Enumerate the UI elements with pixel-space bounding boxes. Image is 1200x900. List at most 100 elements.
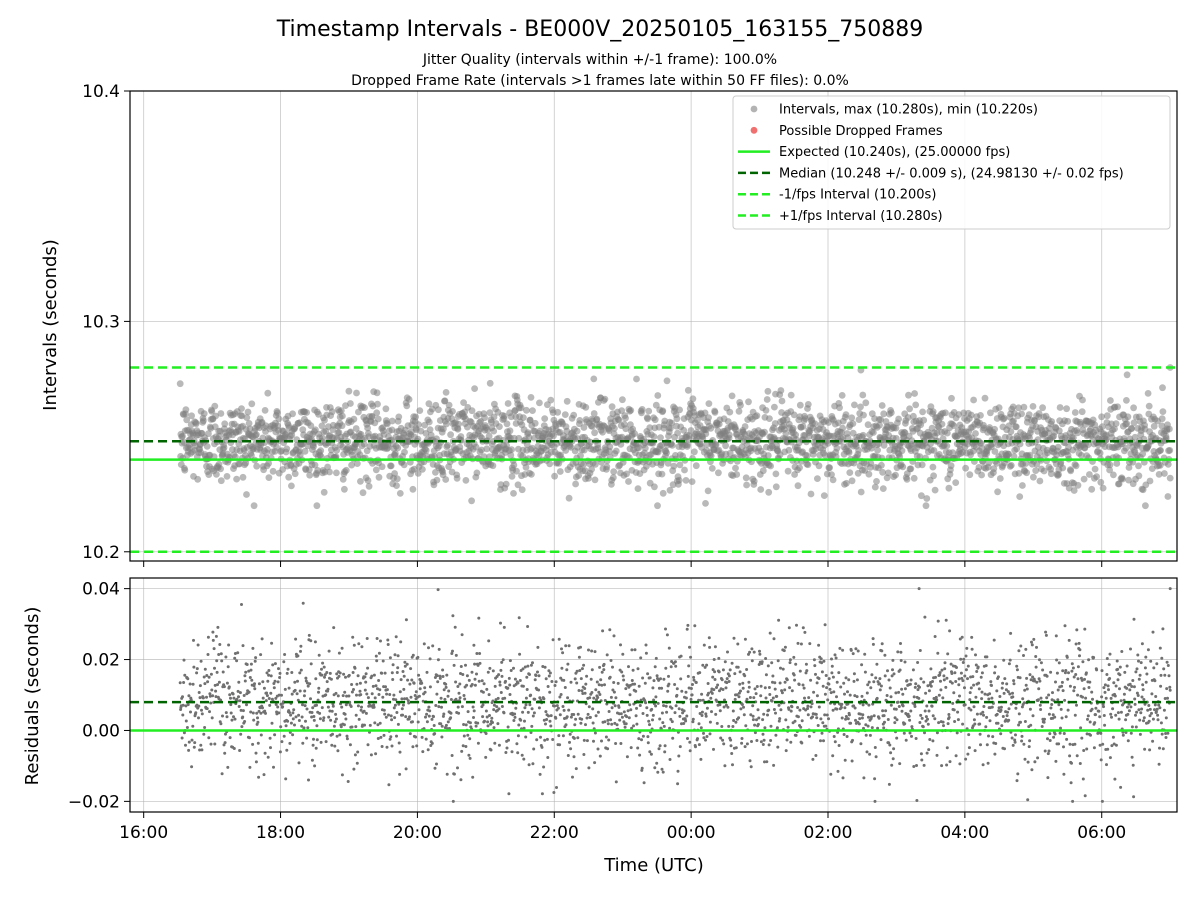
residuals-point (1023, 720, 1027, 723)
residuals-point (763, 686, 767, 690)
intervals-point (712, 441, 720, 448)
residuals-point (1026, 760, 1030, 764)
residuals-point (713, 678, 717, 681)
residuals-point (317, 653, 321, 657)
intervals-point (522, 464, 530, 471)
residuals-point (905, 679, 909, 683)
residuals-point (320, 667, 323, 671)
residuals-point (999, 732, 1003, 736)
residuals-point (524, 735, 528, 739)
intervals-point (444, 441, 451, 449)
residuals-point (566, 662, 570, 666)
residuals-point (194, 711, 198, 715)
residuals-point (567, 644, 571, 648)
residuals-point (985, 715, 989, 719)
residuals-point (381, 695, 385, 699)
residuals-point (209, 672, 213, 676)
residuals-point (835, 680, 839, 684)
intervals-point (1091, 465, 1099, 473)
intervals-point (1012, 423, 1020, 431)
intervals-point (205, 430, 212, 438)
residuals-point (251, 646, 255, 650)
residuals-point (318, 711, 322, 715)
residuals-point (524, 696, 528, 700)
residuals-point (873, 746, 877, 749)
intervals-point (732, 464, 739, 472)
intervals-point (183, 416, 191, 424)
residuals-point (622, 710, 626, 714)
residuals-point (1070, 761, 1073, 765)
residuals-point (200, 712, 204, 716)
residuals-point (700, 692, 704, 696)
residuals-point (315, 724, 319, 728)
residuals-point (727, 724, 731, 728)
residuals-point (248, 765, 252, 769)
residuals-point (563, 686, 567, 689)
residuals-point (418, 687, 422, 691)
intervals-point (762, 407, 770, 414)
residuals-point (862, 776, 866, 780)
residuals-point (1016, 772, 1020, 776)
intervals-point (952, 479, 960, 486)
residuals-point (954, 680, 958, 683)
residuals-point (1030, 643, 1034, 647)
residuals-point (252, 718, 256, 722)
residuals-point (633, 648, 637, 652)
residuals-point (843, 692, 846, 696)
residuals-point (667, 674, 670, 678)
residuals-point (777, 703, 781, 707)
residuals-point (980, 690, 984, 694)
residuals-point (658, 717, 662, 721)
residuals-point (523, 665, 527, 669)
residuals-point (449, 716, 453, 720)
residuals-point (1005, 682, 1009, 686)
residuals-point (396, 654, 400, 658)
residuals-point (500, 674, 504, 678)
intervals-point (676, 461, 684, 469)
residuals-point (587, 648, 590, 652)
residuals-point (978, 722, 982, 726)
residuals-point (446, 694, 450, 698)
intervals-point (708, 465, 716, 472)
residuals-point (249, 668, 253, 672)
residuals-point (1057, 703, 1061, 707)
residuals-point (491, 699, 495, 703)
residuals-point (496, 722, 500, 726)
residuals-point (212, 647, 216, 651)
residuals-point (799, 725, 803, 729)
residuals-point (1047, 712, 1051, 716)
residuals-point (318, 717, 322, 721)
intervals-point (995, 404, 1003, 411)
intervals-point (588, 466, 595, 473)
residuals-point (428, 685, 432, 689)
residuals-point (417, 708, 421, 712)
intervals-point (468, 497, 475, 505)
residuals-point (388, 656, 392, 660)
intervals-point (396, 490, 404, 497)
intervals-point (707, 452, 715, 460)
residuals-point (609, 659, 613, 662)
intervals-point (603, 463, 611, 471)
residuals-point (761, 718, 765, 722)
residuals-point (882, 714, 886, 718)
residuals-point (824, 674, 828, 677)
residuals-point (923, 615, 927, 619)
residuals-point (846, 690, 849, 694)
residuals-point (860, 716, 864, 720)
residuals-point (756, 708, 760, 712)
intervals-point (878, 402, 886, 409)
residuals-point (1003, 677, 1007, 681)
residuals-point (262, 686, 266, 690)
intervals-point (576, 417, 584, 424)
residuals-point (337, 674, 341, 678)
intervals-point (593, 415, 601, 423)
intervals-point (1119, 475, 1126, 483)
residuals-point (917, 587, 921, 591)
residuals-point (874, 676, 878, 680)
residuals-point (729, 738, 733, 742)
residuals-point (864, 733, 868, 737)
residuals-point (460, 749, 464, 753)
residuals-point (428, 709, 432, 713)
intervals-point (705, 400, 713, 407)
intervals-point (638, 406, 646, 413)
